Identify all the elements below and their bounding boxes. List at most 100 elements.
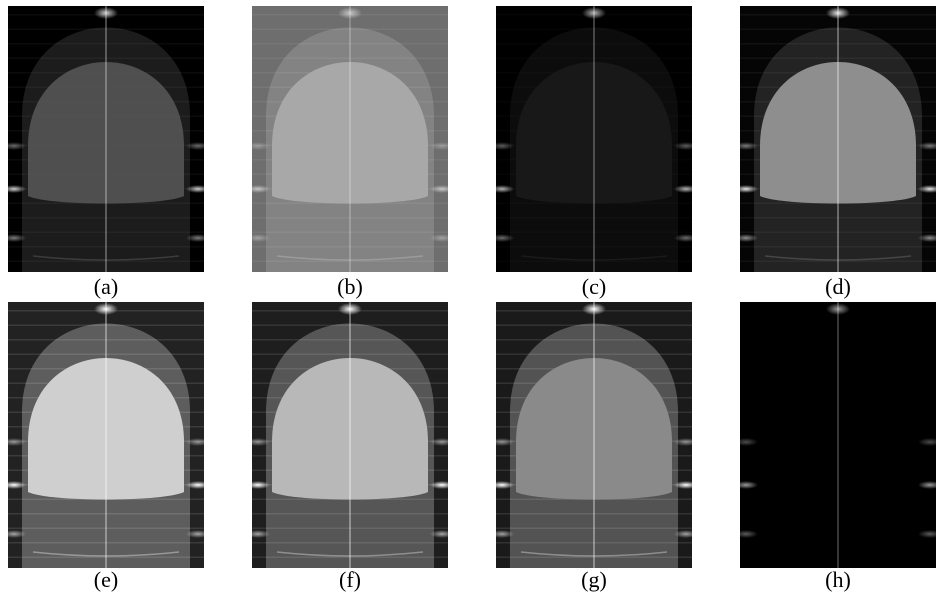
image-panel [2,302,210,568]
streak [252,542,448,544]
streak [8,217,204,219]
streak [496,542,692,544]
streak [8,57,204,59]
image-background [740,302,936,568]
side-spot [674,530,698,538]
streak [252,260,448,262]
side-spot [2,481,26,489]
center-line [105,302,107,568]
streak [740,43,936,45]
image-panel [490,302,698,568]
inner-dome [272,62,428,204]
side-spot [186,185,210,193]
side-spot [430,481,454,489]
streak [8,556,204,558]
streak [252,324,448,326]
side-spot [2,185,26,193]
side-spot [186,481,210,489]
side-spot [2,142,26,150]
top-spot [582,7,606,19]
streak [740,28,936,30]
streak [8,43,204,45]
streak [8,28,204,30]
side-spot [246,530,270,538]
top-spot [582,303,606,315]
streak [252,513,448,515]
image-panel [2,6,210,272]
image-panel [246,302,454,568]
side-spot [734,234,758,242]
streak [496,324,692,326]
side-spot [734,481,758,489]
image-panel [490,6,698,272]
side-spot [490,142,514,150]
streak [252,57,448,59]
side-spot [674,481,698,489]
streak [496,527,692,529]
side-spot [246,185,270,193]
streak [740,260,936,262]
streak [8,527,204,529]
center-line [593,6,595,272]
panel-label: (d) [825,274,851,299]
bottom-arc [520,551,668,557]
streak [740,217,936,219]
streak [252,28,448,30]
side-spot [918,142,938,150]
side-spot [490,234,514,242]
bottom-arc [32,551,180,557]
panel-label: (a) [94,274,118,299]
panel-label: (e) [94,567,118,592]
top-spot [826,303,850,315]
streak [8,231,204,233]
side-spot [734,142,758,150]
inner-dome [272,358,428,500]
streak [8,542,204,544]
side-spot [430,530,454,538]
side-spot [246,438,270,446]
side-spot [2,234,26,242]
bottom-arc [276,255,424,261]
side-spot [674,234,698,242]
bottom-arc [276,551,424,557]
center-line [593,302,595,568]
side-spot [490,481,514,489]
top-spot [338,7,362,19]
panel-label: (f) [339,567,361,592]
streak [252,556,448,558]
streak [8,339,204,341]
side-spot [918,530,938,538]
streak [252,43,448,45]
side-spot [186,530,210,538]
bottom-arc [32,255,180,261]
side-spot [430,185,454,193]
streak [8,513,204,515]
side-spot [918,185,938,193]
inner-dome [28,62,184,204]
side-spot [186,234,210,242]
top-spot [826,7,850,19]
side-spot [430,142,454,150]
side-spot [674,142,698,150]
panel-label: (b) [337,274,363,299]
streak [8,246,204,248]
side-spot [490,530,514,538]
inner-dome [516,62,672,204]
center-line [105,6,107,272]
image-panel [734,302,938,568]
center-line [349,302,351,568]
side-spot [918,234,938,242]
image-panel [734,6,938,272]
side-spot [490,185,514,193]
side-spot [734,530,758,538]
streak [252,339,448,341]
panel-label: (g) [581,567,607,592]
image-panel [246,6,454,272]
streak [496,513,692,515]
inner-dome [28,358,184,500]
inner-dome [516,358,672,500]
side-spot [674,185,698,193]
top-spot [94,7,118,19]
side-spot [490,438,514,446]
